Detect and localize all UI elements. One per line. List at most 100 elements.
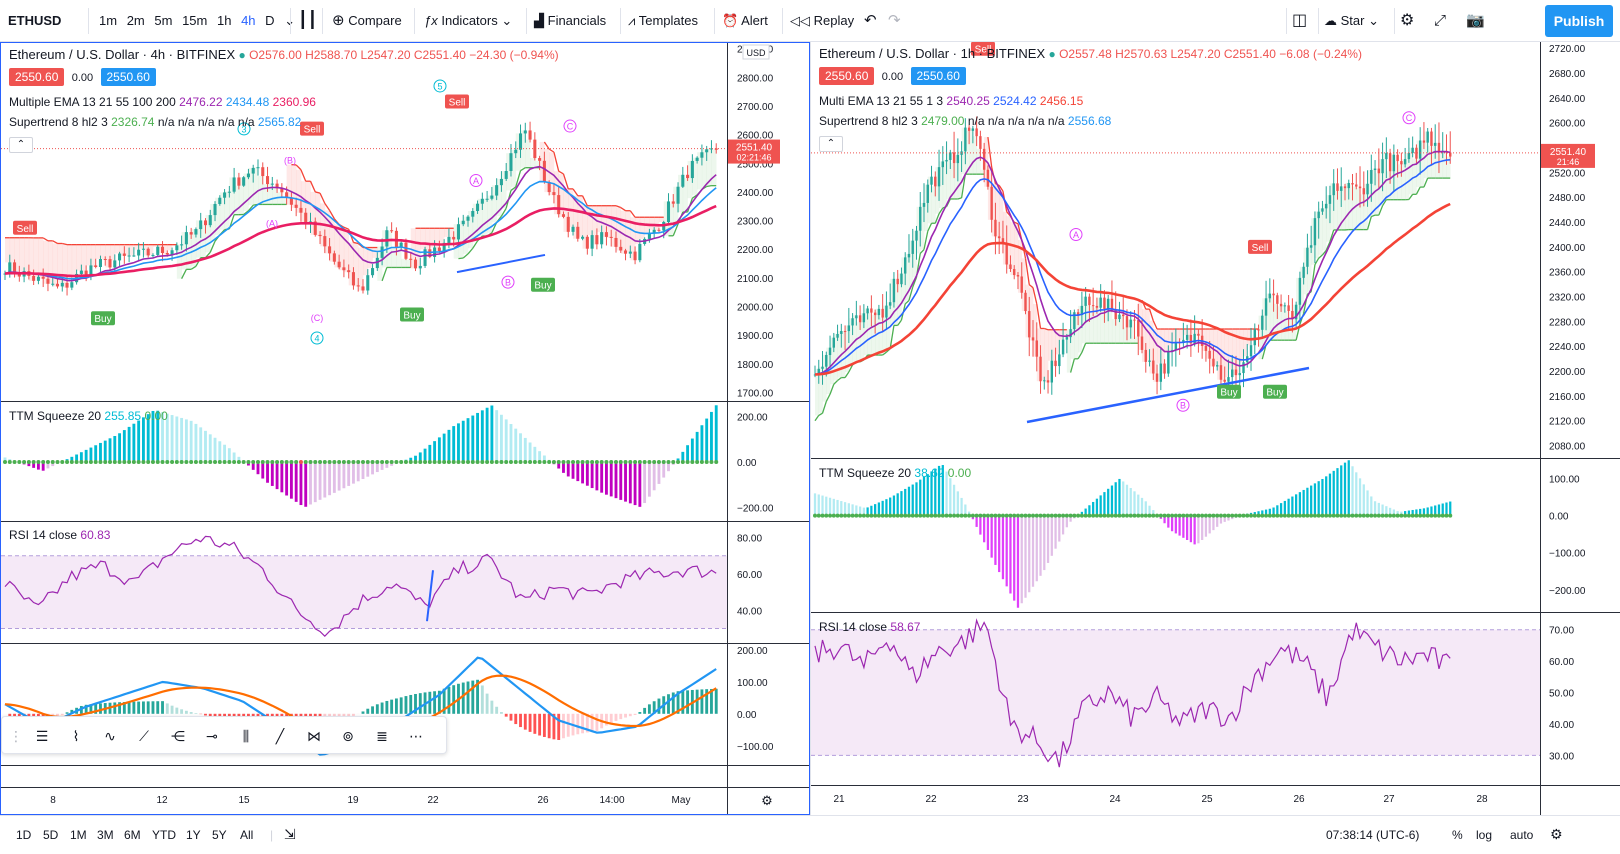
candles-icon[interactable]: ┃┃ — [298, 12, 318, 29]
candle-left — [41, 276, 45, 279]
supertrend-fill — [611, 205, 617, 247]
supertrend-fill — [1318, 208, 1323, 255]
replay-button[interactable]: ◁◁ Replay — [790, 8, 854, 34]
candle-left — [714, 148, 718, 150]
log-toggle[interactable]: log — [1476, 828, 1493, 842]
bid-badge[interactable]: 2550.60 — [9, 68, 65, 86]
save-star-button[interactable]: ☁ Star ⌄ — [1324, 8, 1379, 34]
percent-toggle[interactable]: % — [1452, 828, 1463, 842]
interval-15m[interactable]: 15m — [182, 13, 208, 28]
undo-icon[interactable]: ↶ — [864, 12, 877, 29]
chart-canvas-right[interactable]: 2720.002680.002640.002600.002560.002520.… — [811, 42, 1620, 815]
supertrend-legend[interactable]: Supertrend 8 hl2 3 2479.00 n/a n/a n/a n… — [819, 114, 1111, 128]
ema-legend[interactable]: Multiple EMA 13 21 55 100 200 2476.22 24… — [9, 95, 316, 109]
ttm-dot — [1012, 513, 1017, 518]
symbol-title[interactable]: Ethereum / U.S. Dollar · 1h · BITFINEX — [819, 46, 1046, 61]
line-tool-icon[interactable]: ╱ — [275, 728, 285, 744]
gear-icon[interactable]: ⚙ — [1400, 12, 1415, 29]
abc-pattern-icon[interactable]: ∿ — [104, 728, 116, 744]
chart-canvas-left[interactable]: 2900.002800.002700.002600.002500.002400.… — [1, 43, 809, 814]
candle-right — [888, 302, 892, 306]
templates-button[interactable]: ⩘ Templates — [628, 8, 698, 34]
range-1y[interactable]: 1Y — [186, 828, 201, 842]
candle-right — [1035, 340, 1038, 357]
financials-button[interactable]: ▟ Financials — [534, 8, 606, 34]
interval-4h[interactable]: 4h — [241, 13, 256, 28]
candle-left — [628, 251, 632, 254]
range-1d[interactable]: 1D — [16, 828, 32, 842]
ttm-legend[interactable]: TTM Squeeze 20 38.62 0.00 — [819, 466, 971, 480]
pattern-icon[interactable]: ⋈ — [307, 728, 321, 744]
range-ytd[interactable]: YTD — [152, 828, 176, 842]
trend-line-icon[interactable]: ⟋ — [139, 728, 149, 744]
collapse-legend-button[interactable]: ⌃ — [819, 136, 843, 152]
range-all[interactable]: All — [240, 828, 254, 842]
chart-pane-left[interactable]: 2900.002800.002700.002600.002500.002400.… — [0, 42, 810, 815]
collapse-legend-button[interactable]: ⌃ — [9, 137, 33, 153]
fib-timezone-icon[interactable]: ⋯ — [409, 728, 423, 744]
interval-2m[interactable]: 2m — [126, 13, 145, 28]
camera-icon[interactable]: 📷 — [1466, 12, 1485, 29]
ttm-dot — [255, 460, 260, 464]
publish-button[interactable]: Publish — [1545, 5, 1613, 37]
chart-settings-icon[interactable]: ⚙ — [1550, 826, 1563, 842]
fullscreen-icon[interactable]: ⤢ — [1434, 12, 1447, 29]
fib-channel-icon[interactable]: ≣ — [376, 728, 388, 744]
wave-3-mark: 3 — [241, 124, 246, 134]
symbol-search[interactable]: ETHUSD — [8, 13, 62, 28]
clock-time[interactable]: 07:38:14 (UTC-6) — [1326, 828, 1420, 842]
range-6m[interactable]: 6M — [124, 828, 141, 842]
supertrend-line — [844, 371, 850, 378]
compare-button[interactable]: ⊕ Compare — [332, 8, 402, 34]
ask-badge[interactable]: 2550.60 — [910, 67, 966, 85]
range-3m[interactable]: 3M — [97, 828, 114, 842]
vertical-lines-icon[interactable]: ⫼ — [242, 728, 250, 744]
interval-1m[interactable]: 1m — [99, 13, 118, 28]
layout-icon[interactable]: ◫ — [1292, 12, 1308, 29]
ttm-dot — [1294, 513, 1299, 518]
ttm-dot — [79, 460, 84, 464]
supertrend-line — [987, 136, 993, 168]
supertrend-na: n/a n/a n/a n/a n/a — [967, 114, 1065, 128]
supertrend-fill — [205, 215, 211, 253]
chart-pane-right[interactable]: 2720.002680.002640.002600.002560.002520.… — [810, 42, 1620, 815]
ttm-dot — [1218, 513, 1223, 518]
range-5y[interactable]: 5Y — [212, 828, 227, 842]
candle-left — [638, 243, 642, 261]
drag-handle-icon[interactable]: ⋮ — [9, 728, 23, 744]
supertrend-fill — [458, 220, 464, 258]
supertrend-fill — [1190, 329, 1195, 334]
elliott-wave-icon[interactable]: ⌇ — [72, 728, 80, 744]
supertrend-line — [923, 231, 929, 250]
range-5d[interactable]: 5D — [43, 828, 59, 842]
supertrend-fill — [1164, 329, 1169, 352]
interval-1h[interactable]: 1h — [216, 13, 232, 28]
price-axis-tick: 2160.00 — [1549, 392, 1586, 403]
auto-toggle[interactable]: auto — [1510, 828, 1534, 842]
candle-left — [466, 216, 470, 221]
interval-d[interactable]: D — [265, 13, 275, 28]
ema-legend[interactable]: Multi EMA 13 21 55 1 3 2540.25 2524.42 2… — [819, 94, 1083, 108]
redo-icon[interactable]: ↷ — [888, 12, 901, 29]
ttm-dot — [1264, 513, 1269, 518]
symbol-title[interactable]: Ethereum / U.S. Dollar · 4h · BITFINEX — [9, 47, 236, 62]
chevron-down-icon[interactable]: ⌄ — [281, 13, 298, 28]
horizontal-ray-icon[interactable]: ⊸ — [206, 728, 218, 744]
ask-badge[interactable]: 2550.60 — [100, 68, 156, 86]
rsi-legend[interactable]: RSI 14 close 60.83 — [9, 528, 110, 542]
range-1m[interactable]: 1M — [70, 828, 87, 842]
fib-retracement-icon[interactable]: ☰ — [35, 728, 49, 744]
ttm-dot — [937, 513, 942, 518]
supertrend-legend[interactable]: Supertrend 8 hl2 3 2326.74 n/a n/a n/a n… — [9, 115, 301, 129]
interval-5m[interactable]: 5m — [154, 13, 173, 28]
fib-spiral-icon[interactable]: ⊚ — [342, 728, 354, 744]
pitchfork-icon[interactable]: ⋲ — [171, 728, 185, 744]
supertrend-fill — [905, 253, 910, 301]
sell-label: Sell — [17, 224, 34, 235]
alert-button[interactable]: ⏰ Alert — [722, 8, 768, 34]
indicators-button[interactable]: ƒx Indicators ⌄ — [424, 8, 512, 34]
rsi-legend[interactable]: RSI 14 close 58.67 — [819, 620, 920, 634]
ttm-legend[interactable]: TTM Squeeze 20 255.85 0.00 — [9, 409, 168, 423]
goto-date-icon[interactable]: ⇲ — [284, 826, 296, 842]
bid-badge[interactable]: 2550.60 — [819, 67, 875, 85]
